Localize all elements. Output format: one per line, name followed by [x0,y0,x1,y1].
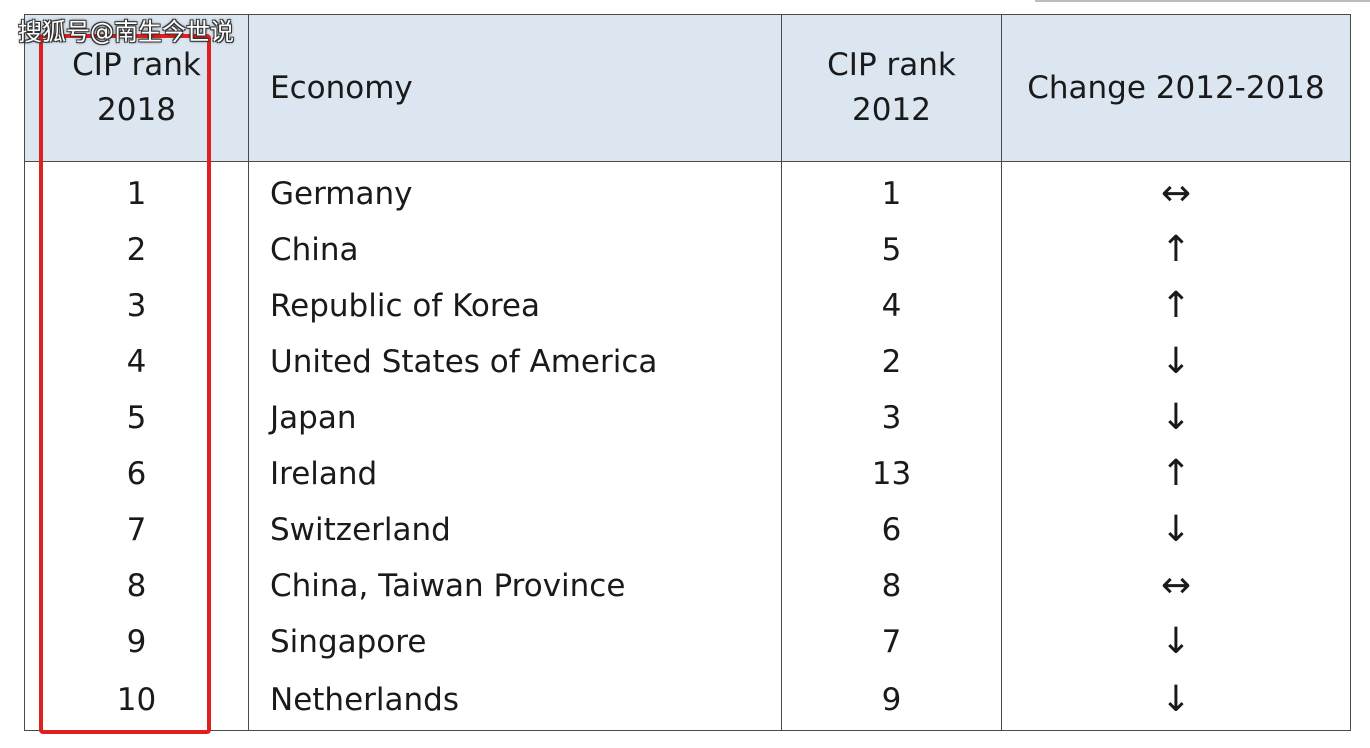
change-arrow-icon: ↑ [1160,284,1192,326]
cell-rank-2012: 6 [781,502,1002,558]
cip-ranking-table: CIP rank 2018 Economy CIP rank 2012 Chan… [24,14,1351,731]
cell-change: ↑ [1001,446,1351,502]
cell-economy: Republic of Korea [248,278,782,334]
cell-economy: United States of America [248,334,782,390]
header-cip-rank-2012-line1: CIP rank [827,47,956,83]
table-row: 6 Ireland 13 ↑ [24,446,1351,502]
cell-change: ↔ [1001,161,1351,222]
cell-rank-2018: 6 [24,446,249,502]
cell-rank-2018: 5 [24,390,249,446]
header-cip-rank-2018-line2: 2018 [97,92,176,128]
change-arrow-icon: ↓ [1160,340,1192,382]
cell-rank-2012: 8 [781,558,1002,614]
cell-economy: China [248,222,782,278]
cell-change: ↓ [1001,334,1351,390]
cell-change: ↑ [1001,278,1351,334]
change-arrow-icon: ↓ [1160,508,1192,550]
cell-rank-2012: 5 [781,222,1002,278]
cell-change: ↓ [1001,670,1351,731]
table-body: 1 Germany 1 ↔ 2 China 5 ↑ 3 Republic of … [24,161,1351,731]
cell-economy: Switzerland [248,502,782,558]
change-arrow-icon: ↑ [1160,228,1192,270]
change-arrow-icon: ↔ [1160,564,1192,606]
change-arrow-icon: ↓ [1160,678,1192,720]
table-row: 3 Republic of Korea 4 ↑ [24,278,1351,334]
cell-economy: Japan [248,390,782,446]
change-arrow-icon: ↑ [1160,452,1192,494]
header-change-label: Change 2012-2018 [1027,69,1325,106]
watermark: 搜狐号@南生今世说 [18,18,234,46]
top-divider-line [1035,0,1370,2]
cell-rank-2012: 3 [781,390,1002,446]
header-economy-label: Economy [270,69,413,106]
change-arrow-icon: ↔ [1160,172,1192,214]
header-change: Change 2012-2018 [1001,14,1351,162]
table-row: 5 Japan 3 ↓ [24,390,1351,446]
cell-economy: Singapore [248,614,782,670]
cell-change: ↓ [1001,502,1351,558]
table-row: 8 China, Taiwan Province 8 ↔ [24,558,1351,614]
cell-rank-2018: 1 [24,161,249,222]
cell-rank-2018: 3 [24,278,249,334]
table-row: 9 Singapore 7 ↓ [24,614,1351,670]
cell-rank-2018: 10 [24,670,249,731]
cell-economy: Ireland [248,446,782,502]
table-row: 1 Germany 1 ↔ [24,161,1351,222]
cell-change: ↑ [1001,222,1351,278]
cell-rank-2018: 8 [24,558,249,614]
header-cip-rank-2012: CIP rank 2012 [781,14,1002,162]
header-cip-rank-2012-line2: 2012 [852,92,931,128]
cell-rank-2012: 9 [781,670,1002,731]
table-row: 2 China 5 ↑ [24,222,1351,278]
cell-rank-2012: 13 [781,446,1002,502]
header-economy: Economy [248,14,782,162]
cell-rank-2018: 4 [24,334,249,390]
header-cip-rank-2018-line1: CIP rank [72,47,201,83]
cell-rank-2012: 1 [781,161,1002,222]
table-row: 10 Netherlands 9 ↓ [24,670,1351,731]
table-row: 7 Switzerland 6 ↓ [24,502,1351,558]
cell-economy: China, Taiwan Province [248,558,782,614]
table-header-row: CIP rank 2018 Economy CIP rank 2012 Chan… [24,14,1351,162]
cip-ranking-table-container: CIP rank 2018 Economy CIP rank 2012 Chan… [24,14,1351,731]
change-arrow-icon: ↓ [1160,396,1192,438]
cell-change: ↔ [1001,558,1351,614]
header-cip-rank-2018: CIP rank 2018 [24,14,249,162]
cell-rank-2018: 7 [24,502,249,558]
cell-economy: Netherlands [248,670,782,731]
cell-rank-2018: 2 [24,222,249,278]
table-row: 4 United States of America 2 ↓ [24,334,1351,390]
cell-rank-2012: 7 [781,614,1002,670]
cell-rank-2012: 2 [781,334,1002,390]
cell-economy: Germany [248,161,782,222]
cell-change: ↓ [1001,614,1351,670]
change-arrow-icon: ↓ [1160,620,1192,662]
cell-rank-2012: 4 [781,278,1002,334]
cell-rank-2018: 9 [24,614,249,670]
cell-change: ↓ [1001,390,1351,446]
